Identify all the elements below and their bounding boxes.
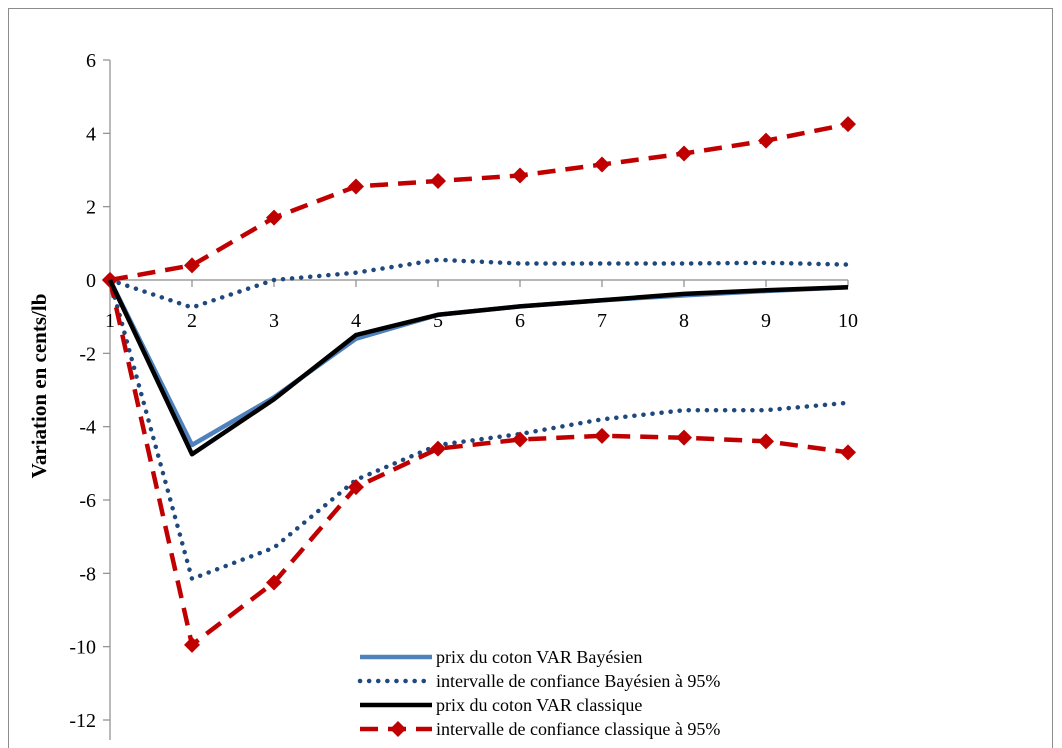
series-line (107, 279, 849, 649)
y-tick-label: 2 (86, 197, 96, 219)
data-point-marker (840, 444, 856, 461)
x-tick-label: 1 (105, 310, 115, 332)
y-tick-label: -2 (79, 343, 96, 365)
data-point-marker (184, 257, 200, 274)
legend: prix du coton VAR Bayésien intervalle de … (357, 647, 720, 739)
y-tick-label: -12 (69, 710, 96, 732)
x-tick-label: 8 (679, 310, 689, 332)
series-line (107, 277, 851, 582)
legend-label: prix du coton VAR classique (436, 695, 642, 715)
data-point-marker (430, 440, 446, 457)
series-line (107, 279, 849, 457)
data-point-marker (348, 178, 364, 195)
x-tick-label: 4 (351, 310, 361, 332)
data-point-marker (594, 427, 610, 444)
series-line (107, 278, 849, 448)
legend-label: intervalle de confiance Bayésien à 95% (436, 671, 720, 691)
data-point-marker (512, 167, 528, 184)
series-4 (107, 277, 851, 582)
series-1 (107, 257, 851, 310)
y-tick-label: -4 (79, 417, 96, 439)
x-tick-label: 2 (187, 310, 197, 332)
data-point-marker (430, 173, 446, 189)
legend-label: prix du coton VAR Bayésien (436, 647, 642, 667)
data-point-marker (676, 145, 692, 162)
y-tick-label: 6 (86, 50, 96, 72)
y-tick-label: 0 (86, 270, 96, 292)
data-point-marker (594, 156, 610, 173)
chart-frame (8, 8, 1053, 748)
data-point-marker (512, 431, 528, 448)
x-tick-label: 3 (269, 310, 279, 332)
data-point-marker (266, 574, 282, 591)
series-layer (102, 116, 856, 653)
data-point-marker (348, 479, 364, 496)
x-tick-label: 6 (515, 310, 525, 332)
x-tick-label: 7 (597, 310, 607, 332)
data-point-marker (184, 636, 200, 653)
legend-marker (390, 721, 406, 737)
y-tick-label: -10 (69, 637, 96, 659)
x-tick-label: 9 (761, 310, 771, 332)
legend-item: intervalle de confiance classique à 95% (360, 719, 720, 739)
series-line (109, 121, 849, 283)
legend-label: intervalle de confiance classique à 95% (436, 719, 720, 739)
y-tick-label: 4 (86, 123, 96, 145)
series-5 (102, 272, 856, 653)
series-2 (107, 279, 849, 457)
data-point-marker (758, 132, 774, 149)
axes: 6 4 2 0 -2 -4 -6 -8 -10 -12 1 2 3 4 5 6 7 8 9 10 (69, 50, 858, 740)
series-3 (102, 116, 856, 288)
legend-item: prix du coton VAR classique (360, 695, 642, 715)
y-tick-label: -8 (79, 563, 96, 585)
series-line (107, 257, 851, 310)
y-tick-label: -6 (79, 490, 96, 512)
x-tick-label: 10 (838, 310, 858, 332)
legend-item: prix du coton VAR Bayésien (360, 647, 642, 667)
data-point-marker (758, 433, 774, 450)
x-tick-label: 5 (433, 310, 443, 332)
legend-item: intervalle de confiance Bayésien à 95% (357, 671, 720, 691)
series-0 (107, 278, 849, 448)
data-point-marker (676, 429, 692, 446)
y-axis-label: Variation en cents/lb (27, 294, 51, 479)
data-point-marker (840, 116, 856, 133)
data-point-marker (266, 209, 282, 226)
